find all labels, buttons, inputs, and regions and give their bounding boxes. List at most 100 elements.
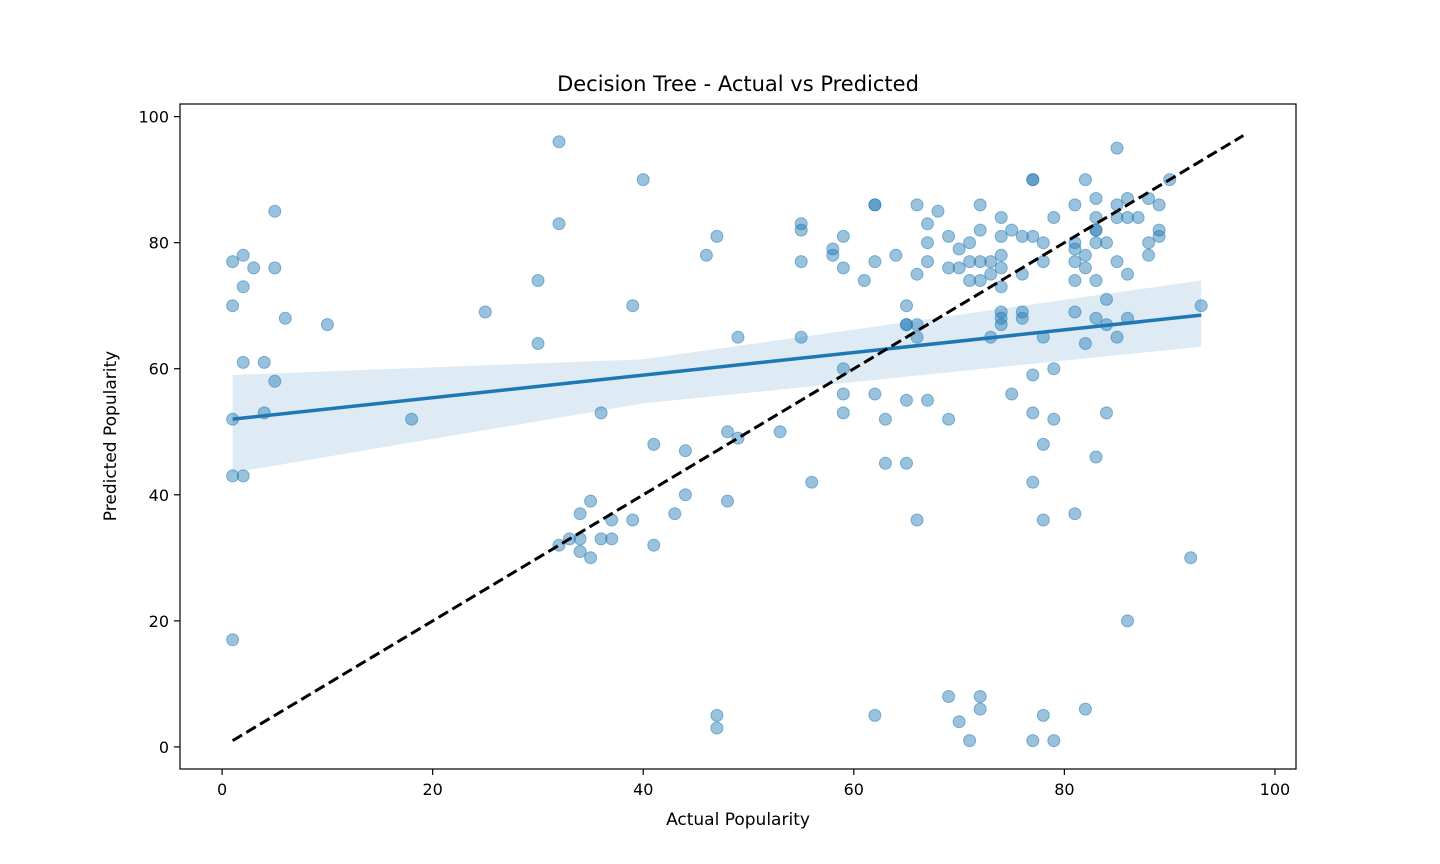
scatter-point [963,734,977,748]
scatter-point [1110,255,1124,269]
scatter-point [678,488,692,502]
scatter-point [247,261,261,275]
scatter-point [921,393,934,407]
plot-area-frame [179,103,1297,770]
scatter-point [910,267,924,281]
scatter-point [952,261,966,275]
scatter-point [721,425,734,439]
scatter-point [647,538,661,552]
scatter-point [868,198,882,212]
scatter-point [1110,141,1124,155]
scatter-point [994,261,1008,275]
scatter-point [531,274,545,287]
scatter-point [836,229,850,243]
scatter-point [268,261,282,275]
scatter-point [647,437,661,451]
scatter-point [1142,236,1156,250]
scatter-point [226,299,240,313]
scatter-point [973,702,987,716]
scatter-point [320,318,334,332]
scatter-point [1068,242,1082,256]
scatter-point [900,393,913,407]
identity-line-layer [231,134,1245,742]
scatter-point [1110,198,1124,212]
scatter-point [594,406,608,420]
x-tick-label: 40 [633,780,653,799]
scatter-point [268,204,282,218]
scatter-point [1078,173,1092,187]
scatter-point [268,374,282,388]
x-axis-ticks: 0 20 40 60 80 100 [217,769,1290,799]
scatter-point [1026,475,1040,489]
scatter-point [1184,551,1198,565]
scatter-point [1005,387,1019,401]
scatter-point [1036,437,1050,451]
scatter-point [963,274,977,287]
scatter-point [836,261,850,275]
scatter-point [973,274,987,287]
scatter-point [942,690,956,703]
y-axis-label: Predicted Popularity [101,351,121,521]
scatter-point [257,355,271,369]
scatter-point [573,507,587,521]
scatter-points-layer [226,135,1208,748]
y-tick-label: 40 [149,486,169,505]
scatter-point [1131,211,1145,224]
scatter-point [1047,412,1061,426]
scatter-point [868,387,882,401]
scatter-point [984,255,998,269]
scatter-point [1026,229,1040,243]
scatter-point [636,173,650,187]
confidence-band [232,280,1202,473]
x-tick-label: 20 [422,780,442,799]
scatter-point [805,475,819,489]
y-tick-label: 100 [138,108,169,127]
scatter-point [594,532,608,546]
scatter-point [1100,406,1113,420]
scatter-point [994,248,1008,262]
scatter-point [836,362,850,376]
scatter-point [710,708,724,722]
scatter-point [405,412,419,426]
scatter-point [794,255,808,269]
y-tick-label: 20 [149,612,169,631]
scatter-point [1078,702,1092,716]
scatter-point [710,229,724,243]
scatter-point [1026,368,1040,382]
scatter-point [1036,708,1050,722]
scatter-point [1121,614,1134,628]
y-tick-label: 80 [149,234,169,253]
scatter-point [794,223,808,237]
scatter-point [921,217,934,231]
scatter-point [1026,406,1040,420]
regression-line-layer [232,313,1202,421]
scatter-point [1100,292,1113,306]
confidence-band-layer [232,280,1202,473]
scatter-point [1036,513,1050,527]
scatter-point [900,456,913,470]
scatter-point [731,330,745,344]
scatter-point [710,721,724,735]
scatter-point [952,715,966,729]
scatter-point [1089,236,1103,250]
scatter-point [836,387,850,401]
scatter-point [963,236,977,250]
y-tick-label: 60 [149,360,169,379]
y-axis-ticks: 0 20 40 60 80 100 [138,108,180,757]
x-tick-label: 60 [844,780,864,799]
scatter-point [1142,248,1156,262]
scatter-point [994,280,1008,294]
scatter-point [773,425,787,439]
scatter-point [942,229,956,243]
scatter-point [1068,255,1082,269]
scatter-point [994,211,1008,224]
scatter-point [236,248,250,262]
scatter-point [226,469,240,483]
scatter-point [868,255,882,269]
scatter-point [900,318,913,332]
scatter-point [994,318,1008,332]
scatter-point [678,444,692,458]
scatter-point [1100,236,1113,250]
x-tick-label: 80 [1054,780,1074,799]
